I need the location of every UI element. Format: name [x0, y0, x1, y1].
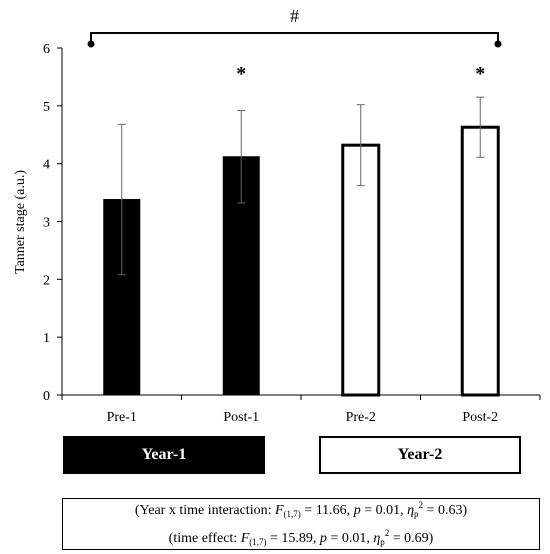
f-symbol: F	[240, 531, 250, 546]
year-2-group-box: Year-2	[319, 436, 521, 474]
y-tick-label: 5	[43, 100, 50, 115]
year-2-label: Year-2	[397, 446, 443, 463]
significance-marker: *	[236, 63, 246, 85]
eta-subscript: p	[380, 537, 385, 547]
time-effect-stats-line: (time effect: F(1,7) = 15.89, p = 0.01, …	[169, 524, 434, 552]
significance-marker: *	[475, 63, 485, 85]
f-subscript: (1,7)	[249, 537, 267, 547]
x-tick-label: Pre-1	[107, 410, 137, 425]
year-1-label: Year-1	[141, 446, 187, 463]
stats-text: (Year x time interaction:	[134, 503, 275, 518]
y-tick-label: 3	[43, 216, 50, 231]
eta-value: = 0.63)	[423, 503, 468, 518]
interaction-stats-line: (Year x time interaction: F(1,7) = 11.66…	[135, 496, 467, 524]
eta-symbol: η	[373, 531, 381, 546]
stats-text: (time effect:	[168, 531, 241, 546]
year-1-group-box: Year-1	[63, 436, 265, 474]
p-value: = 0.01,	[360, 503, 408, 518]
eta-value: = 0.69)	[389, 531, 434, 546]
f-symbol: F	[274, 503, 284, 518]
x-tick-label: Post-2	[462, 410, 498, 425]
y-tick-label: 4	[43, 158, 50, 173]
y-tick-label: 6	[43, 42, 50, 57]
x-tick-label: Pre-2	[346, 410, 376, 425]
eta-subscript: p	[414, 509, 419, 519]
bar	[460, 125, 500, 397]
y-axis-label: Tanner stage (a.u.)	[13, 170, 28, 274]
significance-bracket	[90, 32, 499, 44]
f-subscript: (1,7)	[283, 509, 301, 519]
y-tick-label: 2	[43, 273, 50, 288]
bar-chart: Tanner stage (a.u.) 0 1 2 3 4 5 6 Pre-1 Post-1 *…	[13, 6, 541, 425]
y-tick-label: 0	[43, 389, 50, 404]
p-symbol: p	[319, 531, 327, 546]
y-tick-label: 1	[43, 331, 50, 346]
eta-superscript: 2	[384, 528, 390, 538]
eta-superscript: 2	[418, 500, 424, 510]
f-value: = 15.89,	[266, 531, 320, 546]
bracket-end-dot	[494, 40, 502, 48]
x-tick-label: Post-1	[223, 410, 259, 425]
f-value: = 11.66,	[300, 503, 354, 518]
p-symbol: p	[353, 503, 361, 518]
eta-symbol: η	[407, 503, 415, 518]
bracket-end-dot	[87, 40, 95, 48]
bracket-label: #	[290, 6, 299, 26]
statistics-box: (Year x time interaction: F(1,7) = 11.66…	[62, 498, 540, 550]
p-value: = 0.01,	[326, 531, 374, 546]
